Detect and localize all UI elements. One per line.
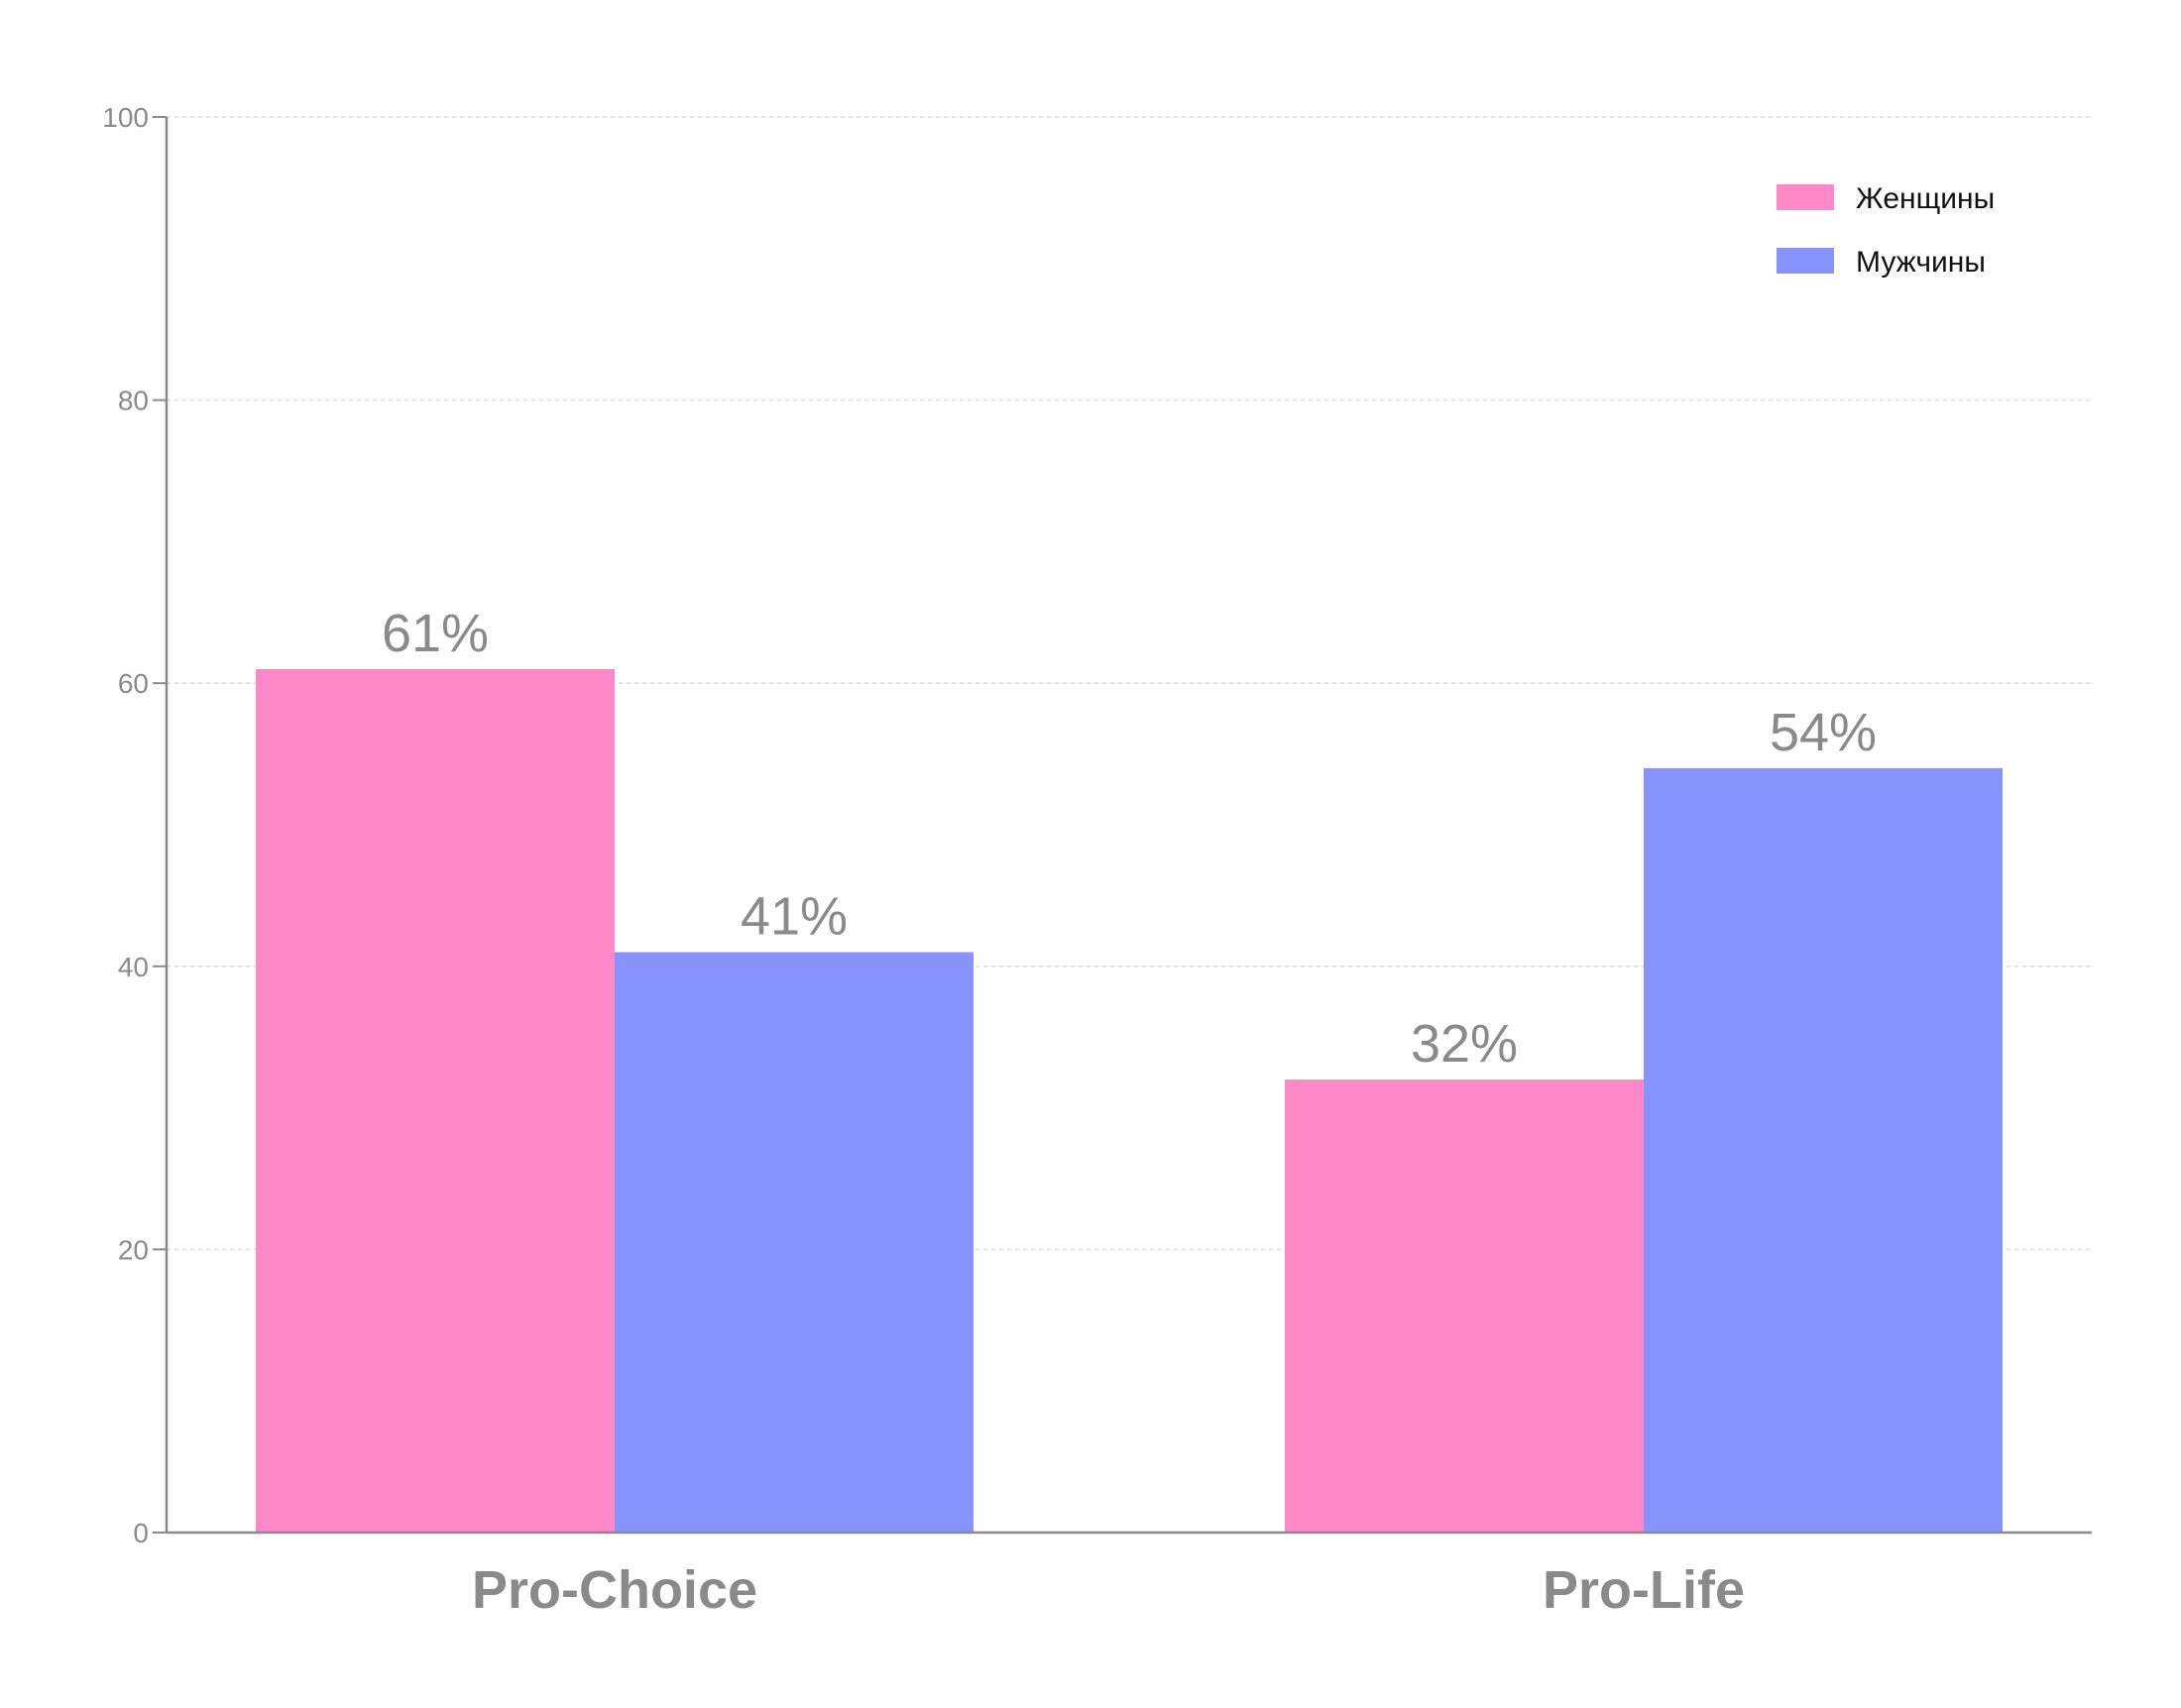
legend-label: Женщины (1856, 182, 1995, 215)
y-tick-label: 100 (102, 102, 149, 133)
y-tick-label: 40 (118, 952, 149, 982)
y-tick-label: 60 (118, 668, 149, 699)
category-label: Pro-Life (1543, 1560, 1745, 1620)
legend-swatch (1777, 184, 1834, 210)
bar (1644, 767, 2003, 1533)
axes (165, 117, 2092, 1535)
legend: Женщины Мужчины (1777, 182, 1995, 279)
data-labels: 61% 41% 32% 54% (382, 604, 1877, 1074)
bar (1285, 1080, 1644, 1533)
data-label: 41% (741, 887, 848, 947)
legend-label: Мужчины (1856, 246, 1986, 279)
bars (256, 668, 2003, 1533)
y-ticks: 0 20 40 60 80 100 (102, 102, 167, 1548)
category-labels: Pro-Choice Pro-Life (472, 1560, 1745, 1620)
data-label: 54% (1770, 703, 1877, 762)
data-label: 61% (382, 604, 489, 663)
category-label: Pro-Choice (472, 1560, 757, 1620)
legend-swatch (1777, 248, 1834, 274)
y-tick-label: 0 (133, 1518, 149, 1548)
y-tick-label: 20 (118, 1234, 149, 1265)
data-label: 32% (1411, 1014, 1518, 1074)
bar (256, 668, 615, 1533)
y-tick-label: 80 (118, 386, 149, 416)
bar (615, 952, 974, 1533)
